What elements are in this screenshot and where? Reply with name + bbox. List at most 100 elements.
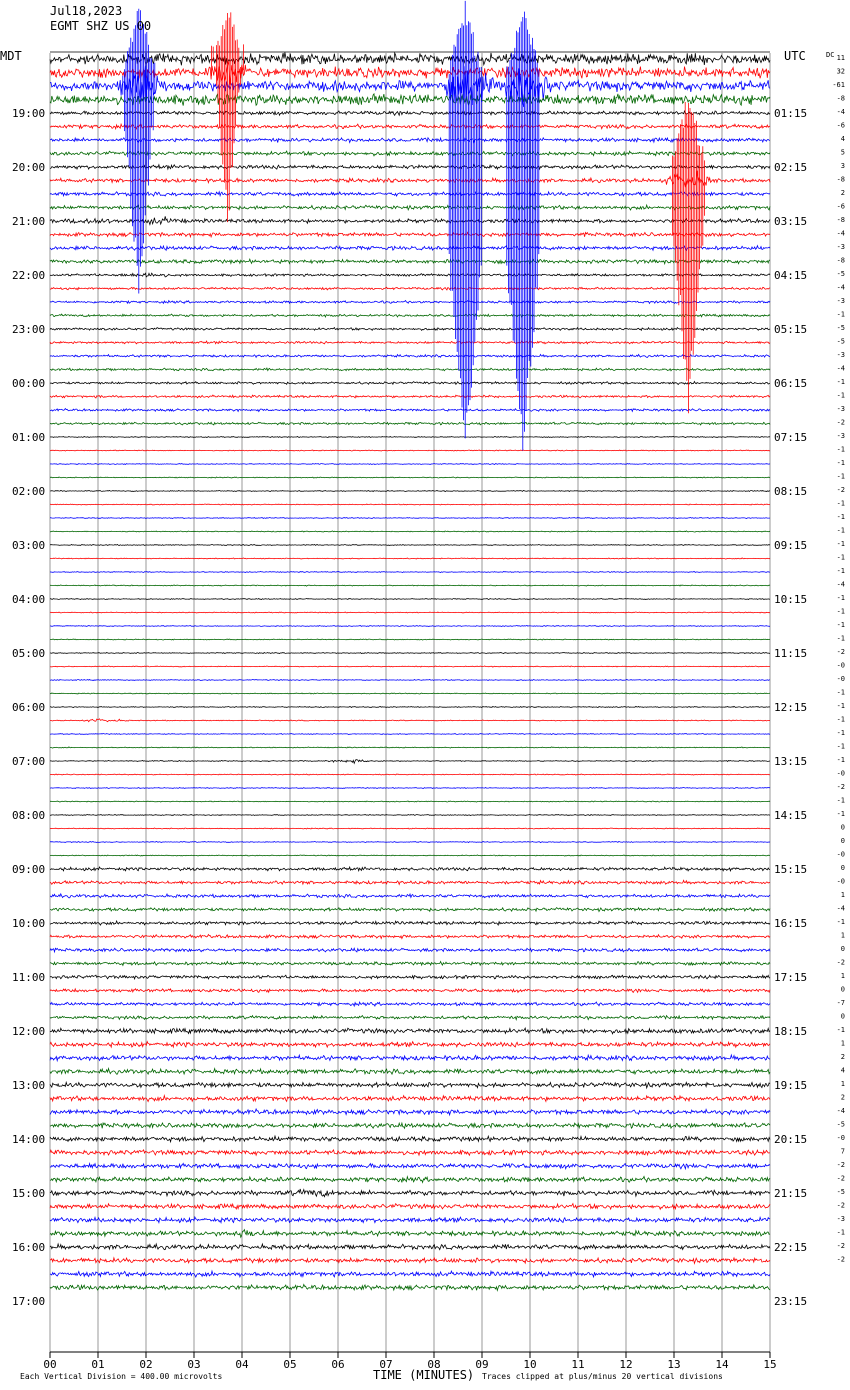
dc-offset-label: 4 [841,1067,845,1075]
dc-offset-label: -7 [837,999,845,1007]
hour-label-utc: 11:15 [774,647,807,660]
dc-offset-label: -3 [837,243,845,251]
seismic-trace [49,1000,771,1008]
dc-offset-label: 11 [837,54,845,62]
seismic-trace [49,906,771,913]
dc-offset-label: -0 [837,675,845,683]
hour-label-mdt: 13:00 [12,1079,45,1092]
seismic-trace [49,692,771,695]
hour-label-mdt: 20:00 [12,161,45,174]
seismic-trace [49,326,771,332]
hour-label-mdt: 11:00 [12,971,45,984]
dc-offset-label: -1 [837,446,845,454]
date-label: Jul18,2023 [50,4,122,18]
dc-offset-label: -5 [837,1188,845,1196]
seismic-trace [49,1242,771,1251]
dc-offset-label: -2 [837,1161,845,1169]
seismic-trace [50,651,771,654]
hour-label-utc: 21:15 [774,1187,807,1200]
x-tick-label: 08 [427,1358,440,1371]
hour-label-utc: 08:15 [774,485,807,498]
seismic-trace [50,367,771,372]
hour-label-mdt: 15:00 [12,1187,45,1200]
hour-label-mdt: 01:00 [12,431,45,444]
hour-label-utc: 07:15 [774,431,807,444]
seismic-trace [49,353,771,359]
seismic-trace [49,380,770,386]
hour-label-mdt: 10:00 [12,917,45,930]
dc-offset-label: -2 [837,486,845,494]
dc-offset-label: -1 [837,459,845,467]
dc-offset-label: -1 [837,513,845,521]
seismic-trace [50,800,771,803]
seismic-trace [49,1269,771,1279]
seismic-trace [49,854,771,857]
dc-offset-label: -1 [837,567,845,575]
hour-label-mdt: 03:00 [12,539,45,552]
dc-offset-label: 2 [841,189,845,197]
hour-label-utc: 23:15 [774,1295,807,1308]
dc-offset-label: -8 [837,257,845,265]
x-tick-label: 10 [523,1358,536,1371]
clipped-event-spike [122,8,156,294]
seismic-trace [49,974,771,981]
seismic-trace [49,1040,771,1049]
dc-offset-label: 7 [841,1148,845,1156]
dc-offset-label: -4 [837,365,845,373]
dc-offset-label: -4 [837,581,845,589]
dc-offset-label: 1 [841,1040,845,1048]
hour-label-mdt: 17:00 [12,1295,45,1308]
seismic-trace [49,827,771,830]
seismic-trace [49,463,771,466]
hour-label-utc: 19:15 [774,1079,807,1092]
seismic-trace [49,987,771,994]
seismic-trace [49,65,771,108]
dc-offset-label: -61 [832,81,845,89]
hour-label-utc: 16:15 [774,917,807,930]
seismic-trace [49,1175,771,1184]
dc-offset-label: -1 [837,635,845,643]
dc-offset-label: -1 [837,810,845,818]
hour-label-utc: 05:15 [774,323,807,336]
hour-label-mdt: 09:00 [12,863,45,876]
seismic-trace [49,1228,771,1239]
hour-label-mdt: 07:00 [12,755,45,768]
seismic-trace [49,544,771,546]
seismic-trace [49,490,771,493]
dc-offset-label: -1 [837,716,845,724]
dc-offset-label: -2 [837,648,845,656]
dc-header-label: DC [826,51,834,59]
hour-label-mdt: 08:00 [12,809,45,822]
seismic-trace [49,170,771,188]
dc-offset-label: -1 [837,743,845,751]
dc-offset-label: -1 [837,1229,845,1237]
hour-label-utc: 17:15 [774,971,807,984]
seismic-trace [50,705,771,709]
seismic-trace [49,203,771,211]
hour-label-utc: 02:15 [774,161,807,174]
x-tick-label: 07 [379,1358,392,1371]
seismic-trace [49,1215,771,1225]
dc-offset-label: 1 [841,891,845,899]
hour-label-utc: 10:15 [774,593,807,606]
seismic-trace [49,624,771,627]
dc-offset-label: -0 [837,770,845,778]
seismic-trace [49,92,771,107]
dc-offset-label: -1 [837,378,845,386]
seismic-trace [49,933,771,940]
dc-offset-label: -1 [837,540,845,548]
seismic-trace [49,1121,771,1130]
dc-offset-label: -1 [837,392,845,400]
seismic-trace [49,150,771,157]
hour-label-utc: 01:15 [774,107,807,120]
seismic-trace [49,1188,771,1198]
seismic-trace [49,530,771,533]
hour-label-utc: 15:15 [774,863,807,876]
x-tick-label: 03 [187,1358,200,1371]
dc-offset-label: 0 [841,986,845,994]
x-tick-label: 05 [283,1358,296,1371]
dc-offset-label: -3 [837,1215,845,1223]
x-tick-label: 04 [235,1358,249,1371]
x-tick-label: 11 [571,1358,584,1371]
